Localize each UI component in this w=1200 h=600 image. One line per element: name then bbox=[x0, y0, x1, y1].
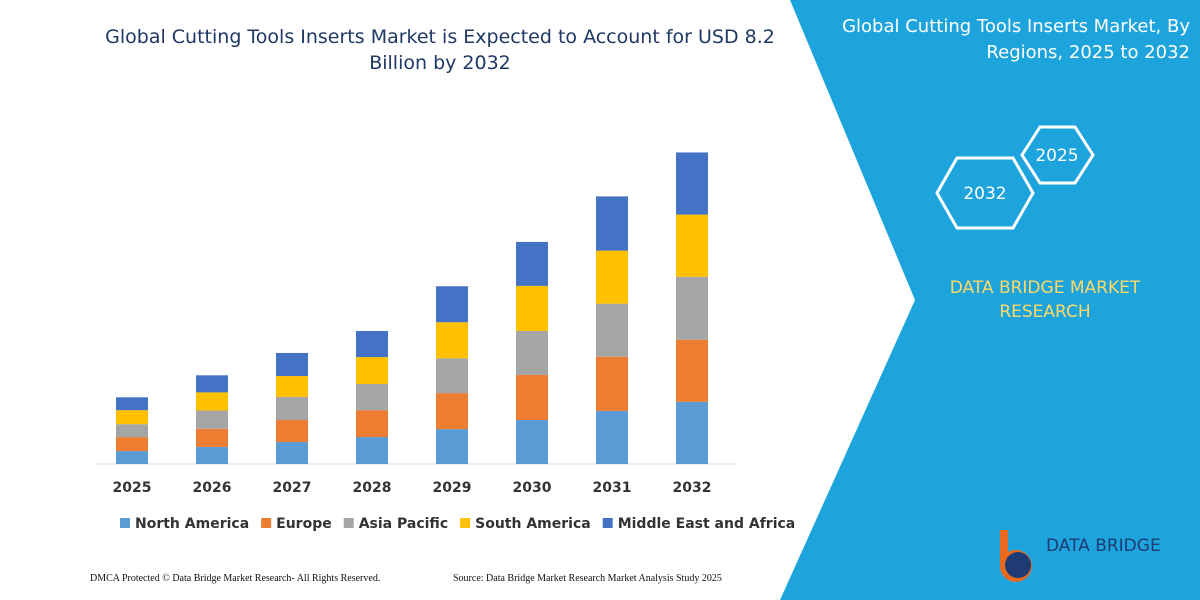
bar-segment bbox=[436, 286, 468, 323]
legend-swatch bbox=[602, 518, 613, 528]
bar-segment bbox=[596, 410, 628, 464]
bar-segment bbox=[196, 446, 228, 464]
bar-segment bbox=[516, 241, 548, 286]
x-tick-label: 2027 bbox=[273, 480, 312, 496]
bar-segment bbox=[116, 397, 148, 411]
bar-segment bbox=[676, 339, 708, 402]
bar-segment bbox=[276, 396, 308, 421]
bar-segment bbox=[516, 420, 548, 464]
bar-segment bbox=[596, 250, 628, 304]
x-tick-label: 2025 bbox=[113, 480, 152, 496]
bar-segment bbox=[116, 410, 148, 425]
hex-label: 2032 bbox=[963, 184, 1006, 204]
x-tick-label: 2026 bbox=[193, 480, 232, 496]
x-tick-label: 2029 bbox=[433, 480, 472, 496]
bar-segment bbox=[596, 356, 628, 411]
bar-segment bbox=[276, 442, 308, 464]
hexagon bbox=[1020, 125, 1095, 185]
legend-swatch bbox=[343, 518, 354, 528]
x-tick-label: 2028 bbox=[353, 480, 392, 496]
brand: DATA BRIDGE MARKET RESEARCH bbox=[949, 278, 1141, 322]
bar-segment bbox=[196, 375, 228, 393]
bar-segment bbox=[356, 437, 388, 464]
bar-segment bbox=[196, 392, 228, 411]
legend-swatch bbox=[460, 518, 471, 528]
bar-segment bbox=[356, 330, 388, 358]
bar-segment bbox=[276, 376, 308, 397]
bar-segment bbox=[196, 410, 228, 429]
legend-label: North America bbox=[135, 516, 249, 532]
bar-segment bbox=[436, 358, 468, 394]
bar-segment bbox=[596, 196, 628, 251]
bar-segment bbox=[516, 330, 548, 375]
bar-segment bbox=[276, 352, 308, 377]
x-tick-label: 2031 bbox=[593, 480, 632, 496]
bar-segment bbox=[196, 428, 228, 447]
legend-label: South America bbox=[475, 516, 591, 532]
x-tick-label: 2030 bbox=[513, 480, 552, 496]
panel-title: Global Cutting Tools Inserts Market, By … bbox=[842, 16, 1190, 63]
legend-swatch bbox=[261, 518, 272, 528]
legend-label: Middle East and Africa bbox=[618, 516, 796, 532]
logo-text: DATA BRIDGE bbox=[1046, 536, 1161, 556]
x-tick-label: 2032 bbox=[673, 480, 712, 496]
legend-label: Asia Pacific bbox=[359, 516, 448, 532]
bar-segment bbox=[516, 285, 548, 331]
bar-segment bbox=[356, 357, 388, 385]
bar-segment bbox=[276, 420, 308, 443]
hexagon bbox=[935, 156, 1035, 230]
legend-label: Europe bbox=[276, 516, 332, 532]
bar-segment bbox=[436, 393, 468, 430]
bar-segment bbox=[116, 424, 148, 438]
bar-segment bbox=[116, 451, 148, 464]
bar-segment bbox=[596, 303, 628, 357]
chart-title: Global Cutting Tools Inserts Market is E… bbox=[105, 26, 775, 74]
bar-segment bbox=[356, 410, 388, 438]
bar-segment bbox=[356, 384, 388, 411]
bar-segment bbox=[436, 322, 468, 359]
hex-label: 2025 bbox=[1035, 146, 1078, 166]
bar-segment bbox=[516, 374, 548, 421]
logo-mark bbox=[1005, 552, 1031, 578]
footer-right: Source: Data Bridge Market Research Mark… bbox=[453, 573, 722, 584]
side-panel bbox=[780, 0, 1200, 600]
footer-left: DMCA Protected © Data Bridge Market Rese… bbox=[90, 573, 381, 584]
bar-segment bbox=[676, 276, 708, 340]
legend-swatch bbox=[120, 518, 130, 528]
bar-segment bbox=[676, 152, 708, 215]
bar-segment bbox=[676, 214, 708, 277]
bar-segment bbox=[676, 401, 708, 464]
bar-segment bbox=[436, 429, 468, 464]
bar-segment bbox=[116, 437, 148, 452]
